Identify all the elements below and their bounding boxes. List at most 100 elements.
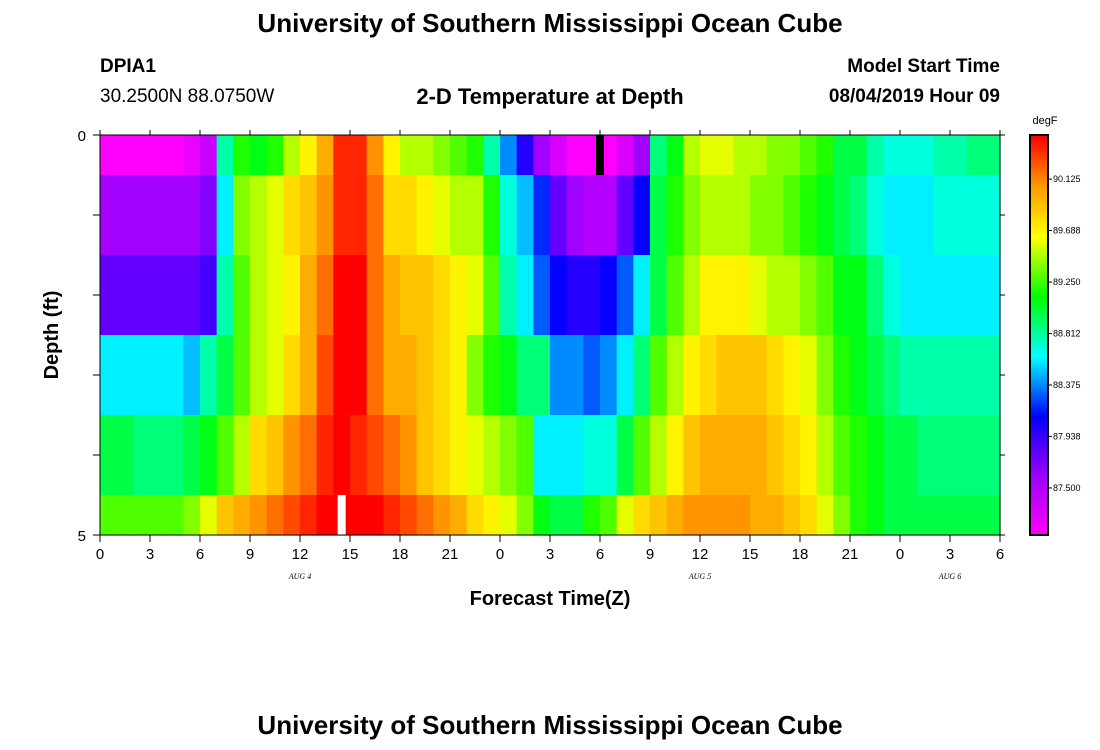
heatmap-cell [316, 335, 334, 416]
colorbar-band [1030, 288, 1048, 293]
heatmap-cell [466, 495, 484, 536]
heatmap-cell [483, 135, 501, 176]
heatmap-cell [433, 175, 451, 256]
heatmap-cell [700, 175, 718, 256]
heatmap-cell [533, 335, 551, 416]
heatmap-cell [700, 415, 718, 496]
colorbar-band [1030, 245, 1048, 249]
heatmap-cell [883, 335, 901, 416]
colorbar-band [1030, 481, 1048, 486]
heatmap-cell [466, 255, 484, 336]
heatmap-cell [450, 175, 468, 256]
heatmap-cell [333, 135, 351, 176]
colorbar-band [1030, 341, 1048, 346]
heatmap-cell [433, 495, 451, 536]
heatmap-cell [833, 175, 851, 256]
colorbar-band [1030, 175, 1048, 179]
heatmap-cell [283, 335, 301, 416]
heatmap-cell [666, 255, 684, 336]
heatmap-cell [500, 335, 518, 416]
heatmap-cell [416, 175, 434, 256]
heatmap-cell [483, 415, 501, 496]
heatmap-cell [466, 415, 484, 496]
colorbar-band [1030, 268, 1048, 273]
colorbar-band [1030, 471, 1048, 476]
colorbar-band [1030, 158, 1048, 163]
heatmap-cell [483, 255, 501, 336]
heatmap-cell [466, 175, 484, 256]
heatmap-cell [983, 415, 1001, 496]
heatmap-cell [800, 175, 818, 256]
colorbar-tick-label: 88.375 [1053, 380, 1081, 390]
colorbar-band [1030, 505, 1048, 509]
heatmap-cell [316, 415, 334, 496]
heatmap-cell [300, 175, 318, 256]
colorbar-band [1030, 138, 1048, 143]
heatmap-cell [800, 135, 818, 176]
heatmap-cell [183, 495, 201, 536]
heatmap-cell [916, 255, 934, 336]
colorbar-band [1030, 421, 1048, 426]
heatmap-cell [650, 255, 668, 336]
y-tick-label: 5 [78, 528, 86, 545]
heatmap-cell [833, 415, 851, 496]
heatmap-cell [516, 175, 534, 256]
heatmap-cell [216, 135, 234, 176]
colorbar-tick-label: 87.500 [1053, 483, 1081, 493]
heatmap-cell [383, 135, 401, 176]
heatmap-cell [550, 495, 568, 536]
colorbar-band [1030, 458, 1048, 463]
colorbar-band [1030, 135, 1048, 139]
colorbar-band [1030, 315, 1048, 319]
colorbar-band [1030, 321, 1048, 326]
heatmap-cell [850, 415, 868, 496]
heatmap-cell [166, 175, 184, 256]
colorbar-band [1030, 235, 1048, 239]
chart-title: 2-D Temperature at Depth [416, 84, 684, 109]
colorbar-band [1030, 488, 1048, 493]
colorbar-band [1030, 521, 1048, 526]
heatmap-cell [700, 335, 718, 416]
colorbar-band [1030, 308, 1048, 313]
heatmap-cell [783, 415, 801, 496]
colorbar-band [1030, 185, 1048, 189]
colorbar-band [1030, 445, 1048, 449]
x-tick-label: 18 [792, 546, 809, 563]
heatmap-cell [900, 135, 918, 176]
colorbar-band [1030, 145, 1048, 149]
colorbar-band [1030, 281, 1048, 286]
heatmap-cell [516, 495, 534, 536]
heatmap-cell [300, 255, 318, 336]
heatmap-cell [183, 415, 201, 496]
colorbar-band [1030, 165, 1048, 169]
colorbar-band [1030, 275, 1048, 279]
colorbar-band [1030, 351, 1048, 356]
heatmap-cell [266, 135, 284, 176]
time-marker [337, 495, 346, 535]
heatmap-cell [883, 135, 901, 176]
heatmap-cell [766, 255, 784, 336]
colorbar-band [1030, 188, 1048, 193]
heatmap-cell [416, 135, 434, 176]
heatmap-cell [400, 495, 418, 536]
heatmap-cell [566, 255, 584, 336]
colorbar-band [1030, 381, 1048, 386]
colorbar-band [1030, 391, 1048, 396]
heatmap-cell [833, 255, 851, 336]
colorbar-band [1030, 195, 1048, 199]
heatmap-cell [666, 175, 684, 256]
heatmap-cell [450, 495, 468, 536]
heatmap-cell [350, 135, 368, 176]
heatmap-cell [583, 175, 601, 256]
heatmap-cell [100, 335, 118, 416]
colorbar-band [1030, 228, 1048, 233]
colorbar-band [1030, 385, 1048, 389]
heatmap-cell [416, 335, 434, 416]
heatmap-cell [250, 335, 268, 416]
heatmap-cell [416, 415, 434, 496]
heatmap-cell [200, 135, 218, 176]
heatmap-cell [600, 495, 618, 536]
heatmap-cell [500, 175, 518, 256]
heatmap-cell [400, 255, 418, 336]
heatmap-cell [666, 495, 684, 536]
